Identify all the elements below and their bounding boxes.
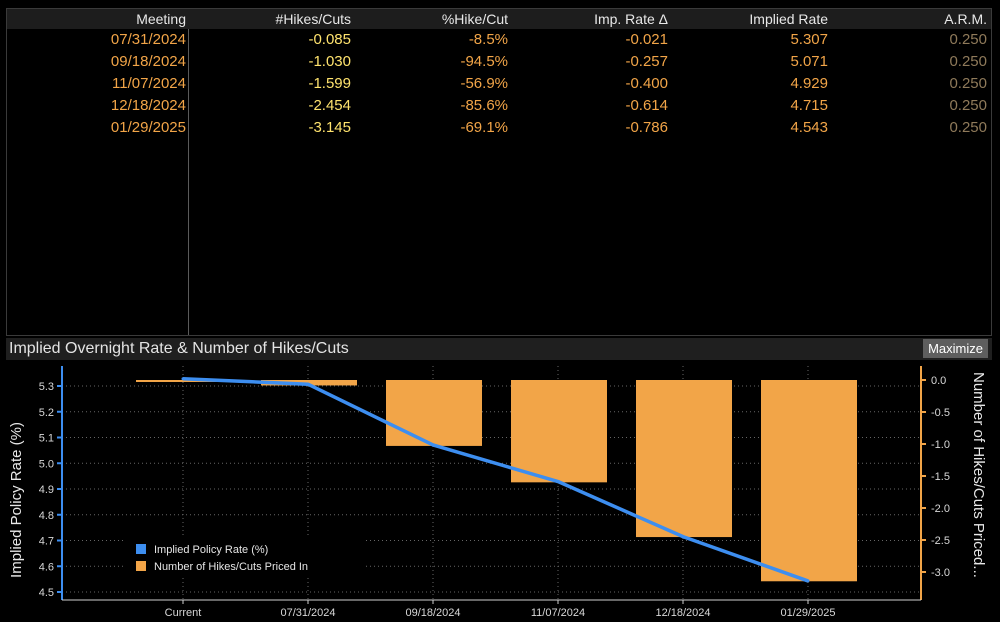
cell-meeting: 11/07/2024: [112, 75, 186, 92]
bar-hikes-cuts: [386, 380, 482, 446]
chart-axes: 5.3 5.2 5.1 5.0 4.9 4.8 4.7 4.6 4.5 0.0 -0.5 -1.0 -1…: [39, 366, 950, 619]
x-tick-label: 12/18/2024: [655, 607, 710, 619]
implied-rate-line: [181, 377, 810, 583]
cell-arm: 0.250: [949, 119, 987, 136]
table-header-row: Meeting #Hikes/Cuts %Hike/Cut Imp. Rate …: [7, 9, 991, 29]
cell-hikes-cuts: -1.599: [308, 75, 351, 92]
x-tick-label: 09/18/2024: [405, 607, 460, 619]
header-arm[interactable]: A.R.M.: [944, 11, 987, 27]
cell-meeting: 01/29/2025: [110, 119, 186, 136]
x-tick-label: Current: [165, 607, 202, 619]
table-row[interactable]: 12/18/2024 -2.454 -85.6% -0.614 4.715 0.…: [7, 95, 991, 117]
left-tick-label: 5.3: [39, 381, 54, 393]
left-tick-label: 4.5: [39, 587, 54, 599]
legend-background: [124, 538, 364, 578]
right-tick-label: 0.0: [931, 375, 946, 387]
rate-point: [681, 535, 685, 539]
right-tick-label: -1.0: [931, 439, 950, 451]
table-row[interactable]: 07/31/2024 -0.085 -8.5% -0.021 5.307 0.2…: [7, 29, 991, 51]
right-tick-label: -1.5: [931, 471, 950, 483]
header-meeting[interactable]: Meeting: [136, 11, 186, 27]
cell-imp-rate-delta: -0.400: [625, 75, 668, 92]
legend-swatch-hikes: [136, 561, 146, 571]
table-row[interactable]: 11/07/2024 -1.599 -56.9% -0.400 4.929 0.…: [7, 73, 991, 95]
legend-label-rate: Implied Policy Rate (%): [154, 544, 268, 556]
header-pct-hike-cut[interactable]: %Hike/Cut: [441, 11, 508, 27]
header-imp-rate-delta[interactable]: Imp. Rate Δ: [594, 11, 668, 27]
chart-header-bar: Implied Overnight Rate & Number of Hikes…: [6, 338, 992, 360]
hikes-cuts-bars: [136, 380, 857, 582]
meeting-table: Meeting #Hikes/Cuts %Hike/Cut Imp. Rate …: [6, 8, 992, 336]
cell-hikes-cuts: -1.030: [308, 53, 351, 70]
cell-pct-hike-cut: -85.6%: [460, 97, 508, 114]
x-tick-label: 11/07/2024: [531, 607, 585, 619]
cell-implied-rate: 5.071: [790, 53, 828, 70]
bar-hikes-cuts: [261, 380, 357, 386]
bar-hikes-cuts: [636, 380, 732, 538]
cell-meeting: 09/18/2024: [110, 53, 186, 70]
cell-hikes-cuts: -0.085: [308, 31, 351, 48]
right-axis-title: Number of Hikes/Cuts Priced...: [970, 372, 987, 578]
cell-implied-rate: 4.929: [790, 75, 828, 92]
left-tick-label: 4.6: [39, 561, 54, 573]
bar-hikes-cuts: [511, 380, 607, 483]
left-tick-label: 4.9: [39, 484, 54, 496]
left-tick-label: 5.0: [39, 458, 54, 470]
left-tick-label: 5.1: [39, 433, 54, 445]
left-tick-label: 4.8: [39, 510, 54, 522]
cell-hikes-cuts: -3.145: [308, 119, 351, 136]
cell-imp-rate-delta: -0.786: [625, 119, 668, 136]
rate-point: [431, 443, 435, 447]
rate-point: [556, 480, 560, 484]
bar-hikes-cuts: [136, 380, 232, 382]
right-tick-label: -2.0: [931, 503, 950, 515]
right-tick-label: -2.5: [931, 535, 950, 547]
column-divider: [188, 9, 189, 335]
cell-meeting: 12/18/2024: [110, 97, 186, 114]
x-tick-label: 01/29/2025: [780, 607, 835, 619]
cell-imp-rate-delta: -0.257: [625, 53, 668, 70]
rate-point: [181, 377, 185, 381]
left-tick-label: 5.2: [39, 407, 54, 419]
chart-legend: Implied Policy Rate (%) Number of Hikes/…: [124, 538, 364, 578]
header-hikes-cuts[interactable]: #Hikes/Cuts: [275, 11, 351, 27]
cell-pct-hike-cut: -8.5%: [468, 31, 508, 48]
implied-rate-chart[interactable]: 5.3 5.2 5.1 5.0 4.9 4.8 4.7 4.6 4.5 0.0 -0.5 -1.0 -1…: [0, 360, 1000, 622]
legend-label-hikes: Number of Hikes/Cuts Priced In: [154, 561, 308, 573]
cell-pct-hike-cut: -56.9%: [460, 75, 508, 92]
legend-swatch-rate: [136, 544, 146, 554]
left-axis-title: Implied Policy Rate (%): [8, 422, 25, 578]
cell-pct-hike-cut: -69.1%: [460, 119, 508, 136]
right-tick-label: -0.5: [931, 407, 950, 419]
cell-implied-rate: 5.307: [790, 31, 828, 48]
cell-arm: 0.250: [949, 53, 987, 70]
cell-arm: 0.250: [949, 97, 987, 114]
rate-point: [306, 382, 310, 386]
cell-meeting: 07/31/2024: [110, 31, 186, 48]
header-implied-rate[interactable]: Implied Rate: [749, 11, 828, 27]
rate-point: [806, 579, 810, 583]
cell-imp-rate-delta: -0.614: [625, 97, 668, 114]
maximize-button[interactable]: Maximize: [923, 339, 988, 358]
cell-imp-rate-delta: -0.021: [625, 31, 668, 48]
left-tick-label: 4.7: [39, 536, 54, 548]
right-tick-label: -3.0: [931, 567, 950, 579]
rate-line: [182, 377, 809, 583]
cell-arm: 0.250: [949, 75, 987, 92]
cell-implied-rate: 4.543: [790, 119, 828, 136]
table-row[interactable]: 09/18/2024 -1.030 -94.5% -0.257 5.071 0.…: [7, 51, 991, 73]
x-tick-label: 07/31/2024: [280, 607, 335, 619]
cell-pct-hike-cut: -94.5%: [460, 53, 508, 70]
chart-title: Implied Overnight Rate & Number of Hikes…: [9, 340, 349, 357]
bar-hikes-cuts: [761, 380, 857, 582]
cell-arm: 0.250: [949, 31, 987, 48]
table-row[interactable]: 01/29/2025 -3.145 -69.1% -0.786 4.543 0.…: [7, 117, 991, 139]
cell-implied-rate: 4.715: [790, 97, 828, 114]
cell-hikes-cuts: -2.454: [308, 97, 351, 114]
